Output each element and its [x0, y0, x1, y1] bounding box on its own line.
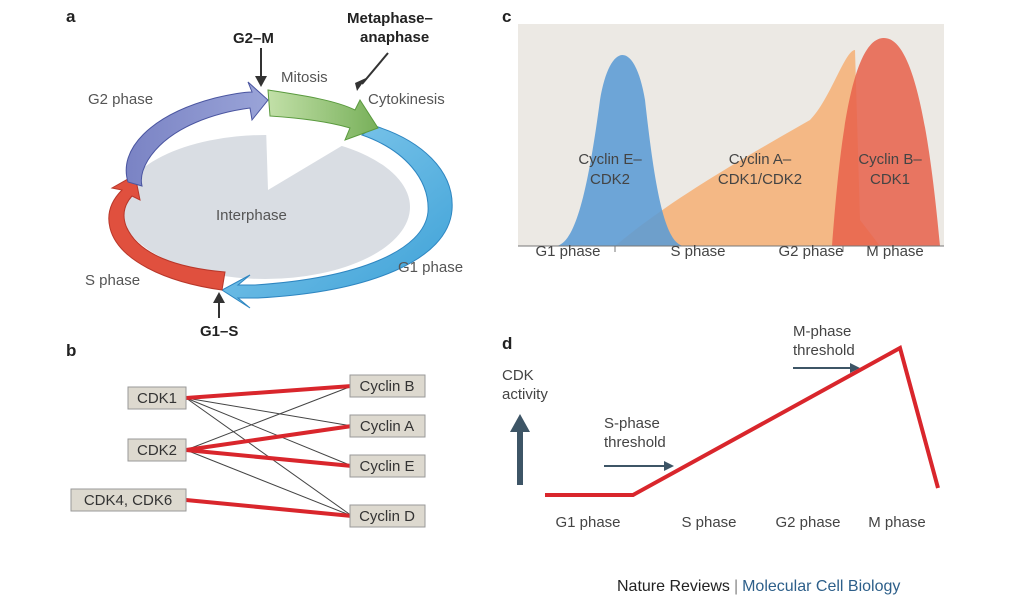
- mitosis-wedge: [265, 95, 360, 190]
- cdk46-box: [70, 488, 187, 512]
- cdk1-label: CDK1: [137, 390, 177, 407]
- cyclin-a-label: Cyclin A: [360, 418, 414, 435]
- c-phase-g2: G2 phase: [778, 243, 843, 260]
- cdk-cyclin-pairing-diagram: CDK1 CDK2 CDK4, CDK6 Cyclin B Cyclin A C…: [70, 374, 426, 528]
- pair-cdk2-cyclin-e: [185, 448, 353, 468]
- cdk2-label: CDK2: [137, 442, 177, 459]
- y-axis-label-1: CDK: [502, 367, 534, 384]
- cyclin-b-label: Cyclin B: [359, 378, 414, 395]
- label-metaphase: Metaphase–: [347, 10, 433, 27]
- credit-separator: |: [733, 578, 739, 595]
- label-interphase: Interphase: [216, 207, 287, 224]
- label-mitosis: Mitosis: [281, 69, 328, 86]
- label-g1s: G1–S: [200, 323, 238, 340]
- cyclin-d-label: Cyclin D: [359, 508, 415, 525]
- panel-c-letter: c: [502, 7, 512, 26]
- c-phase-g1: G1 phase: [535, 243, 600, 260]
- s-threshold-label-2: threshold: [604, 434, 666, 451]
- m-threshold-label-2: threshold: [793, 342, 855, 359]
- mitosis-arrow: [267, 89, 379, 141]
- cyclin-a-box: [349, 414, 426, 438]
- cell-cycle-diagram: Mitosis Cytokinesis Interphase G2 phase …: [85, 10, 463, 340]
- label-cytokinesis: Cytokinesis: [368, 91, 445, 108]
- d-phase-s: S phase: [681, 514, 736, 531]
- g2-phase-arrow: [125, 81, 269, 187]
- cdk46-label: CDK4, CDK6: [84, 492, 172, 509]
- m-threshold-label-1: M-phase: [793, 323, 851, 340]
- cdk-activity-chart: CDK activity S-phase threshold M-phase t…: [502, 323, 940, 531]
- cyclin-d-box: [349, 504, 426, 528]
- label-g2m: G2–M: [233, 30, 274, 47]
- cyclin-a-curve: [615, 50, 880, 246]
- pair-cdk46-cyclin-d: [185, 498, 353, 518]
- figure-credit: Nature Reviews | Molecular Cell Biology: [617, 578, 900, 596]
- cyclin-e-label-2: CDK2: [590, 171, 630, 188]
- cyclin-e-label-1: Cyclin E–: [578, 151, 642, 168]
- panel-b-letter: b: [66, 341, 77, 360]
- cyclin-b-label-2: CDK1: [870, 171, 910, 188]
- cyclin-e-curve: [555, 55, 685, 246]
- s-threshold-label-1: S-phase: [604, 415, 660, 432]
- c-phase-m: M phase: [866, 243, 924, 260]
- panel-a-letter: a: [66, 7, 76, 26]
- label-anaphase: anaphase: [360, 29, 429, 46]
- label-g1-phase: G1 phase: [398, 259, 463, 276]
- panel-d-letter: d: [502, 334, 513, 353]
- cyclin-levels-chart: Cyclin E– CDK2 Cyclin A– CDK1/CDK2 Cycli…: [518, 24, 944, 260]
- interphase-disc: [120, 135, 410, 279]
- cyclin-b-curve: [832, 37, 940, 246]
- cyclin-a-label-1: Cyclin A–: [729, 151, 792, 168]
- label-s-phase: S phase: [85, 272, 140, 289]
- d-phase-g1: G1 phase: [555, 514, 620, 531]
- cyclin-e-label: Cyclin E: [359, 458, 414, 475]
- pair-cdk1-cyclin-b: [185, 384, 353, 400]
- pair-cdk2-cyclin-a: [185, 424, 353, 452]
- cdk-activity-line: [545, 345, 940, 497]
- g1-phase-arrow: [221, 125, 453, 309]
- cyclin-b-box: [349, 374, 426, 398]
- y-axis-label-2: activity: [502, 386, 548, 403]
- c-phase-s: S phase: [670, 243, 725, 260]
- journal-name: Molecular Cell Biology: [742, 578, 901, 595]
- cdk1-box: [127, 386, 187, 410]
- cyclin-a-label-2: CDK1/CDK2: [718, 171, 802, 188]
- label-g2-phase: G2 phase: [88, 91, 153, 108]
- d-phase-m: M phase: [868, 514, 926, 531]
- publisher-name: Nature Reviews: [617, 578, 730, 595]
- cyclin-e-box: [349, 454, 426, 478]
- cyclin-b-label-1: Cyclin B–: [858, 151, 922, 168]
- d-phase-g2: G2 phase: [775, 514, 840, 531]
- cdk2-box: [127, 438, 187, 462]
